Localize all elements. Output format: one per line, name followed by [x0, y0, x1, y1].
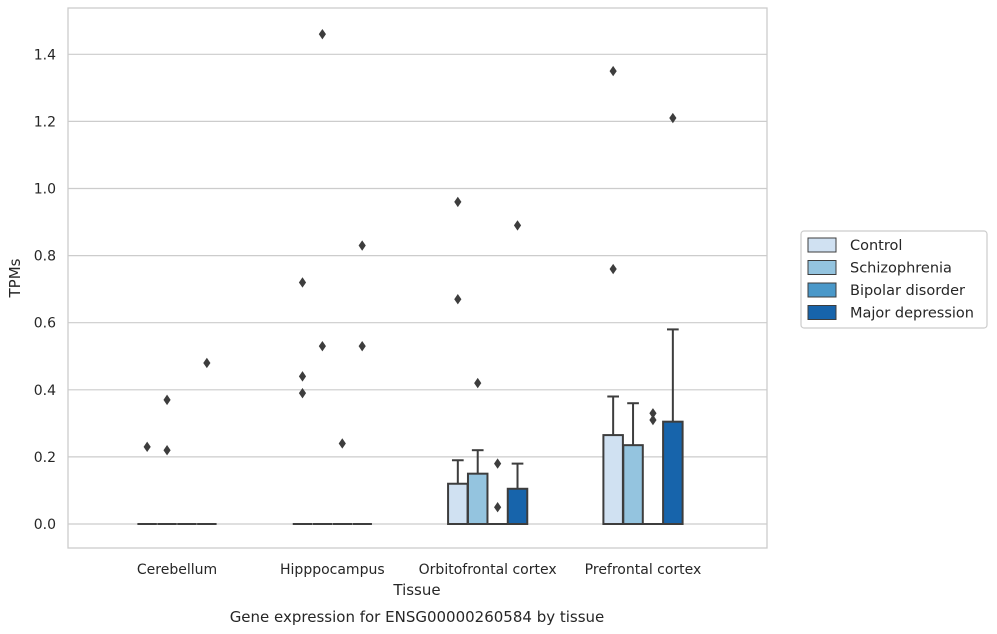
box-3-2	[643, 408, 663, 525]
x-tick-label: Prefrontal cortex	[585, 562, 702, 578]
outlier-point	[649, 408, 657, 419]
outlier-point	[163, 394, 171, 406]
box-1-3	[352, 240, 372, 525]
outlier-point	[474, 377, 482, 389]
outlier-point	[143, 441, 151, 453]
box-2-2	[487, 458, 508, 525]
outlier-point	[454, 196, 462, 208]
outlier-point	[318, 340, 326, 352]
outlier-point	[649, 414, 657, 426]
outlier-point	[494, 502, 502, 513]
x-tick-labels: Cerebellum Hipppocampus Orbitofrontal cort…	[137, 562, 701, 578]
box-2-0	[447, 196, 469, 525]
box-1-1	[312, 28, 333, 525]
box-body	[622, 444, 644, 525]
y-axis-label: TPMs	[6, 258, 24, 298]
outlier-point	[513, 220, 522, 231]
outlier-point	[609, 65, 617, 77]
outlier-point	[494, 458, 502, 469]
box-1-0	[292, 277, 313, 525]
plot-frame	[67, 7, 768, 549]
outlier-point	[609, 263, 617, 275]
x-axis-label: Tissue	[392, 581, 440, 599]
outlier-point	[358, 240, 366, 251]
y-tick-label: 0.8	[34, 249, 56, 265]
outlier-point	[163, 444, 171, 456]
legend-label: Major depression	[850, 306, 974, 322]
legend-swatch	[807, 282, 837, 298]
legend-label: Bipolar disorder	[850, 283, 965, 299]
y-tick-label: 0.6	[34, 316, 56, 332]
outlier-point	[454, 294, 462, 305]
chart-caption: Gene expression for ENSG00000260584 by t…	[230, 608, 605, 626]
outlier-point	[669, 112, 677, 124]
legend: Control Schizophrenia Bipolar disorder Majo…	[800, 230, 988, 329]
box-body	[447, 482, 469, 525]
box-plot-area	[137, 28, 684, 525]
box-2-1	[466, 377, 489, 525]
box-body	[466, 472, 489, 525]
legend-swatch	[807, 237, 837, 253]
grid-lines	[68, 53, 767, 525]
y-tick-label: 1.4	[34, 47, 56, 63]
y-tick-labels: 0.0 0.2 0.4 0.6 0.8 1.0 1.2 1.4	[34, 47, 56, 533]
legend-label: Schizophrenia	[850, 261, 952, 277]
y-tick-label: 0.0	[34, 517, 56, 533]
box-0-1	[157, 394, 177, 525]
y-tick-label: 0.4	[34, 383, 56, 399]
y-tick-label: 1.0	[34, 182, 56, 198]
box-3-0	[602, 65, 624, 525]
legend-frame	[800, 230, 988, 329]
outlier-point	[298, 277, 307, 288]
legend-swatch	[807, 305, 837, 320]
y-tick-label: 0.2	[34, 450, 56, 466]
y-tick-label: 1.2	[34, 114, 56, 130]
box-0-3	[197, 357, 217, 525]
outlier-point	[318, 28, 326, 40]
outlier-point	[298, 387, 307, 399]
outlier-point	[338, 438, 346, 449]
box-body	[662, 420, 684, 525]
box-1-2	[332, 438, 353, 525]
box-body	[506, 487, 529, 525]
x-tick-label: Hipppocampus	[280, 562, 385, 578]
box-body	[602, 434, 624, 525]
box-0-0	[137, 441, 157, 525]
box-2-3	[506, 220, 529, 525]
legend-label: Control	[850, 238, 902, 254]
x-tick-label: Orbitofrontal cortex	[419, 562, 557, 578]
outlier-point	[203, 357, 211, 369]
box-3-1	[622, 402, 644, 525]
box-3-3	[662, 112, 684, 525]
outlier-point	[298, 371, 307, 382]
x-tick-label: Cerebellum	[137, 562, 217, 578]
outlier-point	[358, 340, 366, 352]
legend-swatch	[807, 260, 837, 275]
